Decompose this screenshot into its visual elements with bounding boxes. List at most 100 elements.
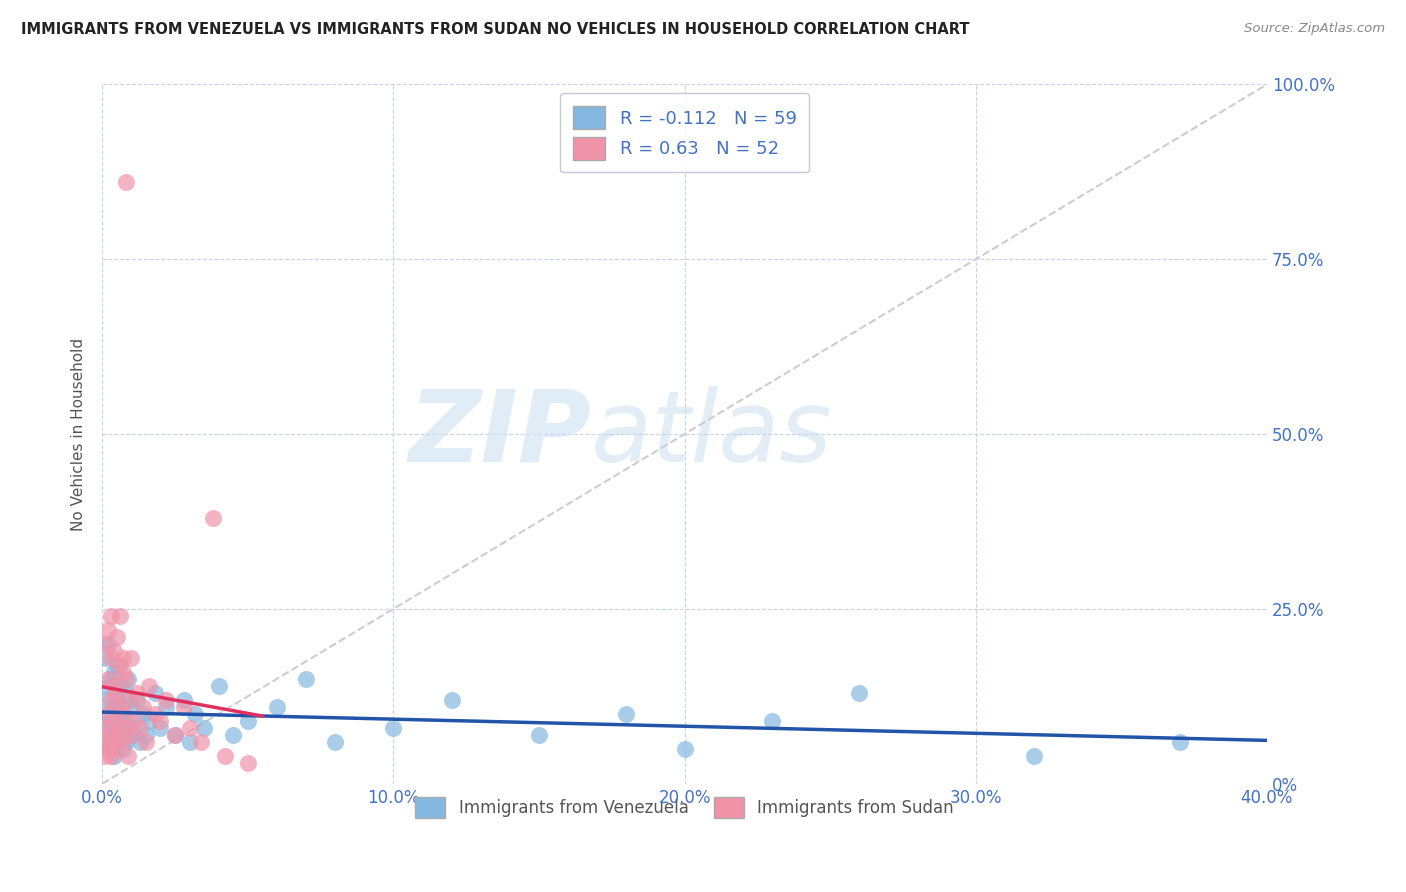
Point — [108, 679, 131, 693]
Point — [122, 721, 145, 735]
Point — [149, 714, 172, 728]
Point — [105, 721, 128, 735]
Point — [184, 706, 207, 721]
Point — [100, 651, 122, 665]
Point — [222, 728, 245, 742]
Point — [103, 644, 125, 658]
Point — [105, 686, 128, 700]
Point — [97, 637, 120, 651]
Point — [114, 735, 136, 749]
Point — [111, 721, 134, 735]
Point — [108, 657, 131, 672]
Point — [111, 741, 134, 756]
Point — [193, 721, 215, 735]
Point — [97, 623, 120, 637]
Point — [100, 714, 122, 728]
Point — [100, 608, 122, 623]
Point — [190, 735, 212, 749]
Point — [100, 728, 122, 742]
Point — [100, 693, 122, 707]
Point — [135, 735, 157, 749]
Point — [111, 665, 134, 679]
Point — [94, 637, 117, 651]
Point — [103, 699, 125, 714]
Point — [114, 686, 136, 700]
Point — [108, 608, 131, 623]
Point — [1168, 735, 1191, 749]
Point — [440, 693, 463, 707]
Point — [108, 706, 131, 721]
Point — [111, 706, 134, 721]
Point — [103, 679, 125, 693]
Point — [614, 706, 637, 721]
Point — [111, 699, 134, 714]
Point — [179, 721, 201, 735]
Point — [100, 728, 122, 742]
Point — [94, 748, 117, 763]
Point — [138, 714, 160, 728]
Point — [105, 657, 128, 672]
Point — [122, 714, 145, 728]
Point — [120, 728, 142, 742]
Point — [143, 686, 166, 700]
Point — [117, 714, 139, 728]
Point — [103, 714, 125, 728]
Point — [120, 651, 142, 665]
Point — [94, 735, 117, 749]
Point — [155, 693, 177, 707]
Point — [155, 699, 177, 714]
Y-axis label: No Vehicles in Household: No Vehicles in Household — [72, 337, 86, 531]
Legend: Immigrants from Venezuela, Immigrants from Sudan: Immigrants from Venezuela, Immigrants fr… — [409, 790, 960, 824]
Point — [105, 693, 128, 707]
Point — [94, 651, 117, 665]
Point — [103, 735, 125, 749]
Point — [120, 728, 142, 742]
Point — [127, 693, 149, 707]
Point — [120, 699, 142, 714]
Point — [135, 728, 157, 742]
Point — [266, 699, 288, 714]
Point — [673, 741, 696, 756]
Point — [97, 672, 120, 686]
Point — [173, 699, 195, 714]
Point — [117, 672, 139, 686]
Point — [208, 679, 231, 693]
Point — [127, 686, 149, 700]
Point — [114, 721, 136, 735]
Point — [94, 721, 117, 735]
Point — [103, 748, 125, 763]
Point — [129, 735, 152, 749]
Point — [201, 511, 224, 525]
Point — [173, 693, 195, 707]
Point — [100, 748, 122, 763]
Point — [103, 665, 125, 679]
Point — [163, 728, 186, 742]
Text: ZIP: ZIP — [408, 385, 592, 483]
Point — [100, 672, 122, 686]
Point — [97, 706, 120, 721]
Point — [848, 686, 870, 700]
Point — [105, 721, 128, 735]
Point — [105, 741, 128, 756]
Point — [94, 693, 117, 707]
Point — [97, 735, 120, 749]
Point — [1022, 748, 1045, 763]
Point — [323, 735, 346, 749]
Point — [100, 741, 122, 756]
Text: IMMIGRANTS FROM VENEZUELA VS IMMIGRANTS FROM SUDAN NO VEHICLES IN HOUSEHOLD CORR: IMMIGRANTS FROM VENEZUELA VS IMMIGRANTS … — [21, 22, 970, 37]
Point — [214, 748, 236, 763]
Point — [138, 679, 160, 693]
Point — [108, 728, 131, 742]
Text: atlas: atlas — [592, 385, 832, 483]
Point — [117, 748, 139, 763]
Point — [97, 706, 120, 721]
Point — [105, 735, 128, 749]
Point — [236, 756, 259, 770]
Point — [114, 672, 136, 686]
Point — [108, 699, 131, 714]
Point — [132, 699, 155, 714]
Point — [129, 721, 152, 735]
Point — [149, 721, 172, 735]
Point — [236, 714, 259, 728]
Point — [111, 651, 134, 665]
